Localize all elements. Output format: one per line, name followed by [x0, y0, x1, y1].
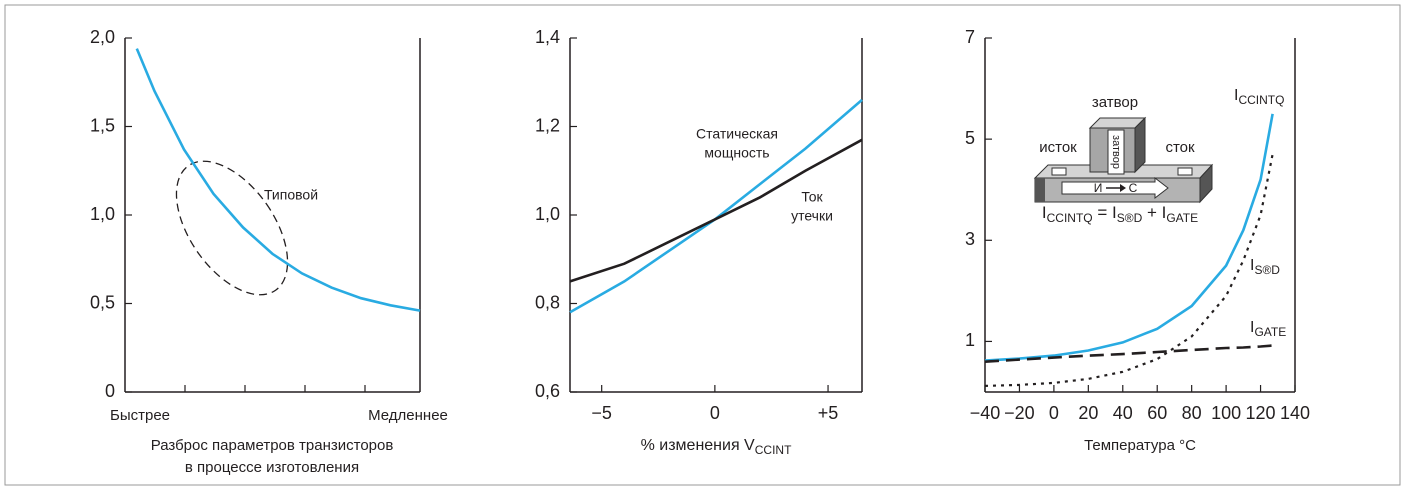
series-label: утечки	[791, 208, 833, 224]
series-line	[569, 138, 863, 283]
slab-side	[1199, 163, 1213, 204]
y-tick-label: 1,0	[535, 204, 560, 224]
x-tick-label: 40	[1113, 403, 1133, 423]
inset-label: затвор	[1092, 94, 1138, 111]
x-tick-label: 100	[1211, 403, 1241, 423]
y-tick-label: 1	[965, 330, 975, 350]
subscript: CCINT	[755, 443, 792, 457]
inset-label: С	[1129, 181, 1138, 195]
y-tick-label: 7	[965, 27, 975, 47]
series-label: IGATE	[1250, 319, 1286, 339]
subscript: S®D	[1254, 263, 1280, 277]
x-tick-label: −40	[970, 403, 1001, 423]
contact	[1177, 167, 1193, 176]
formula: ICCINTQ = IS®D + IGATE	[1042, 203, 1198, 225]
x-axis-label: % изменения VCCINT	[641, 437, 792, 457]
y-tick-label: 2,0	[90, 27, 115, 47]
x-end-label: Быстрее	[110, 407, 170, 424]
text-part: I	[1250, 257, 1254, 274]
series-line	[984, 113, 1274, 362]
series-label: Статическая	[696, 126, 778, 142]
y-tick-label: 5	[965, 128, 975, 148]
mini-arrow-head	[1120, 184, 1126, 192]
x-tick-label: 60	[1147, 403, 1167, 423]
text-part: % изменения V	[641, 437, 755, 454]
text-part: + I	[1142, 203, 1166, 222]
x-tick-label: 0	[710, 403, 720, 423]
text-part: I	[1042, 203, 1047, 222]
text-part: I	[1250, 319, 1254, 336]
subscript: S®D	[1117, 211, 1143, 225]
x-axis-label: Температура °C	[1084, 437, 1196, 454]
annotation: Типовой	[264, 187, 318, 203]
inset-label: исток	[1039, 139, 1077, 156]
y-tick-label: 3	[965, 229, 975, 249]
contact	[1051, 167, 1067, 176]
y-tick-label: 0,6	[535, 381, 560, 401]
text-part: = I	[1093, 203, 1117, 222]
x-tick-label: 80	[1182, 403, 1202, 423]
x-end-label: Медленнее	[368, 407, 448, 424]
frame	[4, 4, 1401, 486]
y-tick-label: 1,4	[535, 27, 560, 47]
inset-diagram	[1033, 116, 1214, 204]
inset-label: И	[1094, 181, 1103, 195]
y-tick-label: 1,2	[535, 115, 560, 135]
series-line	[135, 48, 421, 312]
series-label: мощность	[704, 145, 769, 161]
subscript: GATE	[1166, 211, 1198, 225]
x-tick-label: 140	[1280, 403, 1310, 423]
series-label: ICCINTQ	[1234, 87, 1284, 107]
x-axis-label: Разброс параметров транзисторов	[151, 437, 394, 454]
slab-end	[1035, 178, 1045, 202]
y-tick-label: 1,5	[90, 115, 115, 135]
y-tick-label: 1,0	[90, 204, 115, 224]
x-tick-label: 20	[1078, 403, 1098, 423]
x-tick-label: 0	[1049, 403, 1059, 423]
series-label: Ток	[801, 189, 823, 205]
y-tick-label: 0,8	[535, 292, 560, 312]
y-tick-label: 0,5	[90, 292, 115, 312]
subscript: CCINTQ	[1047, 211, 1093, 225]
inset-label: сток	[1165, 139, 1195, 156]
x-tick-label: +5	[818, 403, 839, 423]
y-tick-label: 0	[105, 381, 115, 401]
series-label: IS®D	[1250, 257, 1280, 277]
x-tick-label: 120	[1246, 403, 1276, 423]
series-line	[984, 344, 1273, 363]
gate-strip	[1107, 129, 1125, 175]
subscript: GATE	[1254, 325, 1286, 339]
subscript: CCINTQ	[1238, 93, 1284, 107]
x-tick-label: −20	[1004, 403, 1035, 423]
text-part: I	[1234, 87, 1238, 104]
x-axis-label: в процессе изготовления	[185, 459, 359, 476]
gate-side	[1134, 116, 1146, 174]
series-line	[984, 154, 1274, 387]
inset-label: затвор	[1110, 135, 1122, 169]
x-tick-label: −5	[591, 403, 612, 423]
typical-ellipse	[175, 160, 289, 296]
